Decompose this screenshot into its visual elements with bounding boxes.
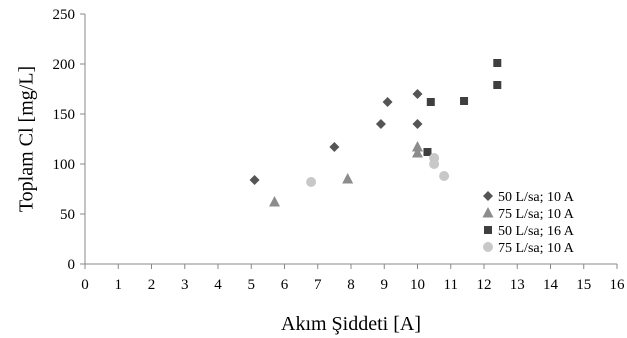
x-axis-title: Akım Şiddeti [A] xyxy=(281,313,421,335)
data-point-diamond xyxy=(412,119,423,129)
data-point-circle xyxy=(306,177,317,187)
x-tick-label: 4 xyxy=(214,277,222,293)
x-tick-label: 0 xyxy=(81,277,89,293)
legend-marker-square xyxy=(484,226,492,234)
data-point-square xyxy=(423,148,432,156)
data-point-triangle xyxy=(342,173,354,184)
y-axis-title: Toplam Cl [mg/L] xyxy=(16,66,38,212)
data-point-triangle xyxy=(269,196,281,207)
legend-marker-triangle xyxy=(482,207,494,218)
data-points xyxy=(249,59,502,207)
x-tick-label: 10 xyxy=(410,277,425,293)
legend-label: 75 L/sa; 10 A xyxy=(498,207,575,222)
x-tick-label: 11 xyxy=(444,277,458,293)
data-point-diamond xyxy=(249,175,260,185)
data-point-diamond xyxy=(412,89,423,99)
x-tick-label: 15 xyxy=(576,277,591,293)
data-point-diamond xyxy=(375,119,386,129)
x-tick-label: 12 xyxy=(477,277,492,293)
x-tick-label: 1 xyxy=(115,277,123,293)
legend-label: 50 L/sa; 10 A xyxy=(498,190,575,205)
data-point-square xyxy=(493,59,502,67)
x-tick-label: 13 xyxy=(510,277,525,293)
legend-label: 50 L/sa; 16 A xyxy=(498,224,575,239)
x-tick-label: 9 xyxy=(381,277,389,293)
y-tick-label: 150 xyxy=(53,107,76,123)
y-tick-label: 100 xyxy=(53,157,76,173)
y-tick-label: 0 xyxy=(68,257,76,273)
data-point-square xyxy=(493,81,502,89)
data-point-circle xyxy=(429,159,440,169)
y-tick-label: 250 xyxy=(53,7,76,23)
x-tick-label: 7 xyxy=(314,277,322,293)
x-tick-label: 3 xyxy=(181,277,189,293)
data-point-diamond xyxy=(329,142,340,152)
data-point-triangle xyxy=(412,147,423,158)
x-tick-label: 2 xyxy=(148,277,156,293)
data-point-square xyxy=(460,97,469,105)
legend-marker-diamond xyxy=(483,191,493,201)
y-axis-ticks: 0 50 100 150 200 250 xyxy=(53,7,85,273)
legend: 50 L/sa; 10 A 75 L/sa; 10 A 50 L/sa; 16 A 7… xyxy=(482,190,575,256)
x-tick-label: 14 xyxy=(543,277,559,293)
data-point-triangle xyxy=(412,141,423,152)
x-tick-label: 6 xyxy=(281,277,289,293)
legend-marker-circle xyxy=(483,242,493,252)
y-tick-label: 200 xyxy=(53,57,76,73)
x-tick-label: 5 xyxy=(248,277,256,293)
y-tick-label: 50 xyxy=(60,207,75,223)
data-point-diamond xyxy=(382,97,393,107)
x-tick-label: 8 xyxy=(347,277,355,293)
legend-label: 75 L/sa; 10 A xyxy=(498,241,575,256)
x-tick-label: 16 xyxy=(610,277,626,293)
data-point-square xyxy=(426,98,435,106)
data-point-circle xyxy=(439,171,450,181)
x-axis-ticks: 0 1 2 3 4 5 6 7 8 9 10 11 12 13 14 15 16 xyxy=(81,264,625,293)
